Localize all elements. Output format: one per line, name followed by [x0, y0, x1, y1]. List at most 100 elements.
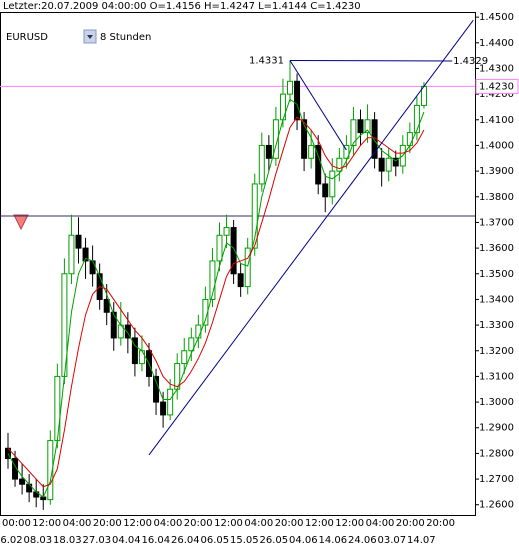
x-time-label: 12:00 — [32, 518, 61, 529]
annotation: 1.4329 — [453, 56, 488, 67]
x-time-label: 12:00 — [305, 518, 334, 529]
x-time-label: 12:00 — [335, 518, 364, 529]
y-tick-label: 1.4300 — [479, 63, 514, 74]
candle-body — [12, 458, 19, 480]
x-time-label: 20:00 — [396, 518, 425, 529]
candle-body — [315, 144, 322, 185]
y-tick-label: 1.3300 — [479, 320, 514, 331]
x-date-label: 06.05 — [201, 535, 230, 546]
candle-body — [265, 144, 272, 159]
y-tick-label: 1.3600 — [479, 243, 514, 254]
moving-average — [7, 98, 425, 498]
x-time-label: 04:00 — [244, 518, 273, 529]
info-line: Letzter:20.07.2009 04:00:00 O=1.4156 H=1… — [3, 1, 361, 12]
candle-body — [258, 144, 265, 185]
x-time-label: 04:00 — [63, 518, 92, 529]
candle-body — [308, 144, 315, 159]
candle-body — [68, 234, 75, 275]
trendline — [289, 60, 453, 62]
x-date-label: 14.06 — [319, 535, 348, 546]
y-tick-label: 1.3400 — [479, 294, 514, 305]
candle-body — [251, 183, 258, 249]
candle-body — [272, 119, 279, 159]
candle-body — [406, 132, 413, 146]
x-date-label: 04.06 — [289, 535, 318, 546]
candle-body — [329, 170, 336, 198]
price-box — [475, 78, 519, 94]
dropdown-arrow — [87, 35, 93, 39]
candle-body — [47, 440, 54, 501]
y-tick-label: 1.3700 — [479, 217, 514, 228]
x-date-label: 15.05 — [230, 535, 259, 546]
x-date-label: 16.02 — [0, 535, 23, 546]
candle-body — [75, 234, 82, 249]
candle-body — [124, 324, 131, 339]
x-time-label: 12:00 — [214, 518, 243, 529]
moving-average — [7, 116, 425, 488]
x-date-label: 24.06 — [348, 535, 377, 546]
x-date-label: 03.07 — [378, 535, 407, 546]
y-tick-label: 1.4400 — [479, 38, 514, 49]
y-tick-label: 1.4500 — [479, 12, 514, 23]
candle-body — [364, 119, 371, 134]
candle-body — [160, 401, 167, 416]
candle-body — [131, 337, 138, 365]
candle-body — [237, 273, 244, 288]
x-time-label: 04:00 — [154, 518, 183, 529]
candle-body — [110, 311, 117, 339]
candle-body — [216, 234, 223, 262]
symbol: EURUSD — [6, 32, 48, 43]
candle-body — [138, 350, 145, 365]
x-date-label: 27.03 — [83, 535, 112, 546]
y-tick-label: 1.4100 — [479, 115, 514, 126]
candle-body — [223, 227, 230, 236]
plot-frame — [0, 12, 476, 516]
candle-body — [350, 119, 357, 146]
candle-body — [82, 247, 89, 262]
candle-body — [167, 388, 174, 416]
candle-body — [54, 375, 61, 442]
y-tick-label: 1.4200 — [479, 89, 514, 100]
candle-body — [322, 183, 329, 198]
candle-body — [188, 337, 195, 352]
y-tick-label: 1.4000 — [479, 140, 514, 151]
trendline — [289, 60, 347, 151]
y-tick-label: 1.3200 — [479, 346, 514, 357]
x-date-label: 08.03 — [24, 535, 53, 546]
candle-body — [413, 104, 420, 134]
x-date-label: 16.04 — [142, 535, 171, 546]
candle-body — [89, 260, 96, 275]
x-date-label: 26.05 — [260, 535, 289, 546]
candle-body — [392, 157, 399, 167]
candle-body — [301, 119, 308, 159]
x-date-label: 26.04 — [171, 535, 200, 546]
x-time-label: 20:00 — [275, 518, 304, 529]
x-time-label: 20:00 — [93, 518, 122, 529]
candle-body — [103, 298, 110, 313]
candle-body — [19, 478, 26, 485]
y-tick-label: 1.3100 — [479, 371, 514, 382]
y-tick-label: 1.2900 — [479, 423, 514, 434]
candle-body — [230, 227, 237, 275]
candle-body — [294, 80, 301, 121]
annotation: 1.4331 — [249, 56, 284, 67]
candle-body — [336, 157, 343, 172]
x-time-label: 00:00 — [2, 518, 31, 529]
x-date-label: 18.03 — [53, 535, 82, 546]
x-date-label: 14.07 — [407, 535, 436, 546]
candle-body — [378, 157, 385, 172]
y-tick-label: 1.3900 — [479, 166, 514, 177]
x-date-label: 04.04 — [112, 535, 141, 546]
candle-body — [357, 119, 364, 134]
x-time-label: 12:00 — [123, 518, 152, 529]
y-tick-label: 1.3000 — [479, 397, 514, 408]
timeframe[interactable]: 8 Stunden — [100, 32, 151, 43]
trendline — [148, 19, 474, 456]
candle-body — [181, 350, 188, 365]
x-time-label: 04:00 — [366, 518, 395, 529]
y-tick-label: 1.2700 — [479, 474, 514, 485]
y-tick-label: 1.3800 — [479, 192, 514, 203]
